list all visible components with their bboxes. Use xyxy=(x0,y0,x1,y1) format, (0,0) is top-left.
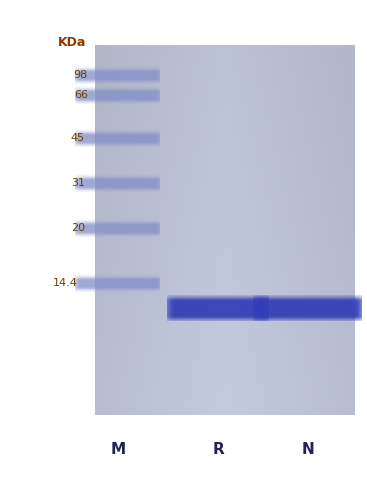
Text: 31: 31 xyxy=(71,178,85,188)
Text: 98: 98 xyxy=(74,70,88,80)
Text: M: M xyxy=(110,442,126,457)
Text: 14.4: 14.4 xyxy=(53,278,78,288)
Text: R: R xyxy=(212,442,224,457)
Text: 66: 66 xyxy=(74,90,88,100)
Text: 20: 20 xyxy=(71,223,85,233)
Text: 45: 45 xyxy=(71,133,85,143)
Text: KDa: KDa xyxy=(58,36,86,49)
Text: N: N xyxy=(302,442,315,457)
